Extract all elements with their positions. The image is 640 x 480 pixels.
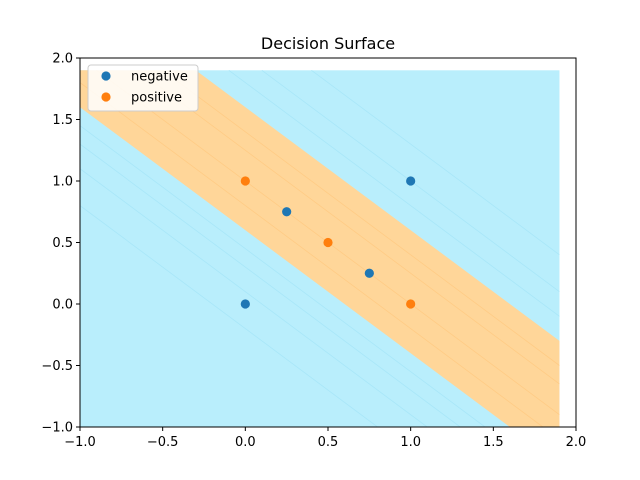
positive-point-3 (406, 299, 416, 309)
negative-point-2 (282, 207, 292, 217)
x-tick-label: 2.0 (566, 435, 587, 450)
positive-point-1 (240, 176, 250, 186)
surface-contour-1 (80, 205, 378, 427)
x-tick-label: 0.0 (235, 435, 256, 450)
x-tick-label: 1.0 (400, 435, 421, 450)
y-tick-label: 2.0 (52, 52, 73, 67)
y-tick-label: −1.0 (41, 421, 73, 436)
legend-marker-positive (101, 92, 111, 102)
decision-surface (80, 69, 560, 427)
surface-band (80, 70, 560, 427)
surface-contour-2 (80, 168, 428, 427)
surface-contour-8 (162, 69, 560, 366)
legend-label-negative: negative (131, 70, 188, 85)
x-tick-label: 1.5 (483, 435, 504, 450)
negative-point-4 (406, 176, 416, 186)
surface-contour-7 (137, 69, 560, 385)
y-tick-label: 1.0 (52, 175, 73, 190)
surface-contour-5 (80, 82, 544, 427)
chart-title: Decision Surface (261, 34, 395, 53)
y-axis: −1.0 −0.5 0.0 0.5 1.0 1.5 2.0 (41, 52, 80, 436)
y-tick-label: 1.5 (52, 113, 73, 128)
x-tick-label: −1.0 (64, 435, 96, 450)
positive-point-2 (323, 237, 333, 248)
surface-contour-11 (311, 69, 560, 256)
y-tick-label: 0.5 (52, 236, 73, 251)
legend: negative positive (87, 64, 199, 112)
legend-marker-negative (101, 71, 111, 81)
surface-contour-4 (80, 125, 486, 427)
negative-point-3 (364, 268, 374, 278)
data-points (240, 176, 416, 309)
y-tick-label: −0.5 (41, 359, 73, 374)
x-tick-label: 0.5 (318, 435, 339, 450)
x-tick-label: −0.5 (147, 435, 179, 450)
legend-label-positive: positive (131, 91, 182, 106)
surface-contour-9 (228, 69, 560, 317)
surface-contour-3 (80, 143, 461, 427)
x-axis: −1.0 −0.5 0.0 0.5 1.0 1.5 2.0 (64, 427, 586, 450)
negative-point-1 (240, 299, 250, 309)
legend-box (87, 64, 199, 112)
y-tick-label: 0.0 (52, 298, 73, 313)
